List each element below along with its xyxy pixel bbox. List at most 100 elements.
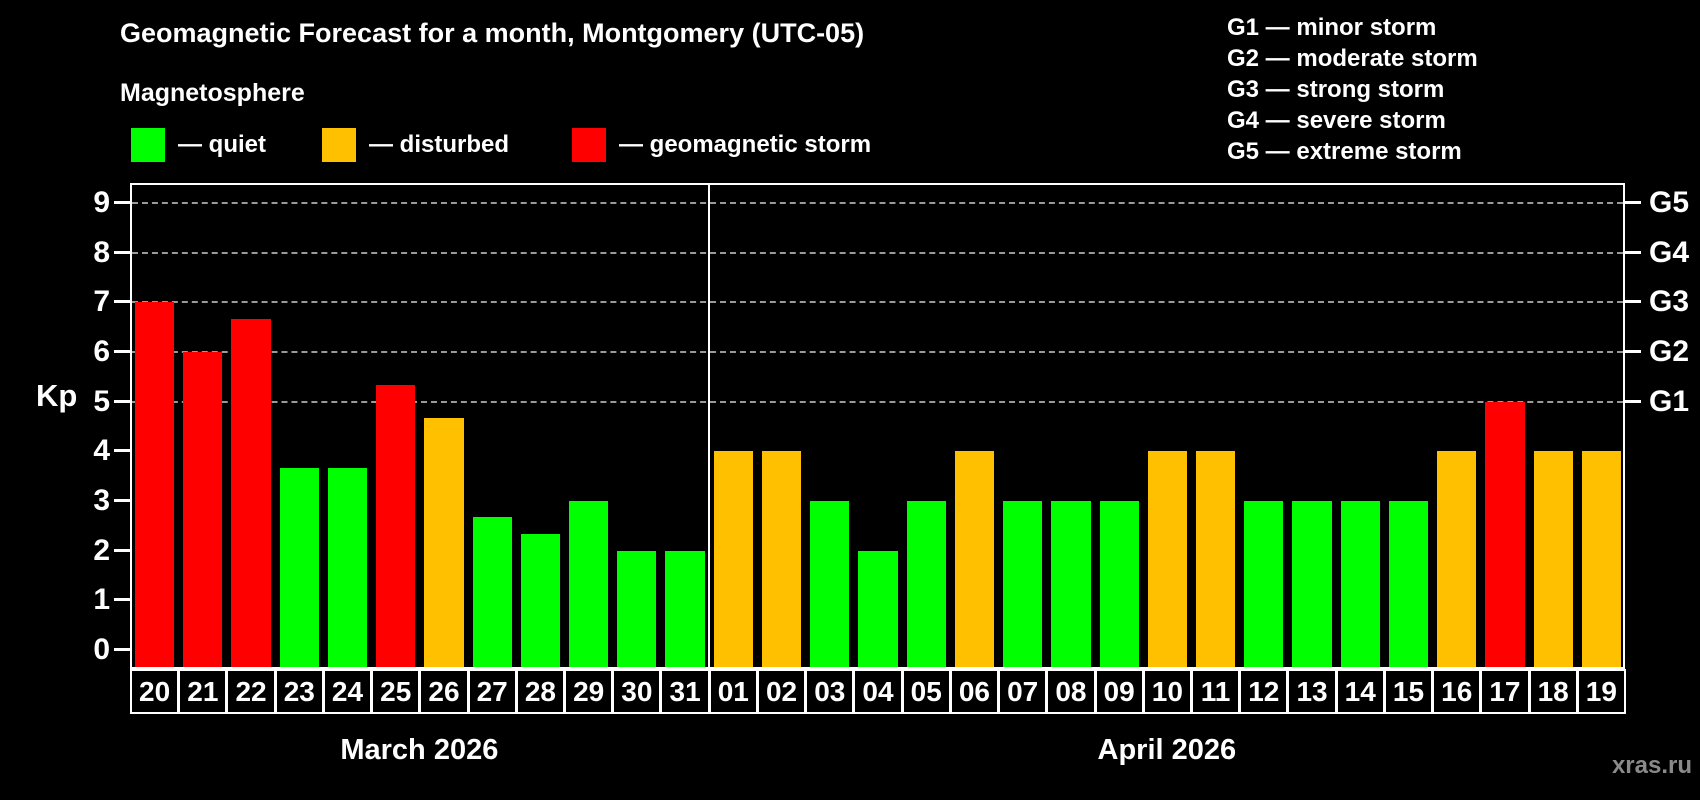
day-tick-label: 21 <box>178 669 228 714</box>
day-tick-label: 13 <box>1287 669 1337 714</box>
kp-bar-march-26 <box>424 418 464 667</box>
g-axis-tick <box>1625 399 1641 403</box>
day-tick-label: 17 <box>1480 669 1530 714</box>
y-axis-tick <box>114 300 130 304</box>
kp-bar-april-14 <box>1340 501 1380 667</box>
y-axis-tick <box>114 498 130 502</box>
day-tick-label: 30 <box>612 669 662 714</box>
g-axis-tick-label: G5 <box>1649 185 1690 219</box>
g-scale-legend: G1 — minor storm G2 — moderate storm G3 — … <box>1227 12 1478 167</box>
y-axis-tick-label: 1 <box>93 583 110 617</box>
y-axis-tick-label: 4 <box>93 434 110 468</box>
kp-bar-april-18 <box>1533 451 1573 667</box>
watermark-link[interactable]: xras.ru <box>1611 752 1692 779</box>
day-tick-label: 05 <box>901 669 951 714</box>
kp-bar-march-31 <box>665 550 705 667</box>
day-tick-label: 08 <box>1046 669 1096 714</box>
day-tick-label: 11 <box>1190 669 1241 714</box>
y-axis-tick <box>114 399 130 403</box>
kp-bar-april-04 <box>858 550 898 667</box>
legend-label: — quiet <box>178 131 266 158</box>
magnetosphere-label: Magnetosphere <box>120 79 305 107</box>
day-tick-label: 12 <box>1239 669 1289 714</box>
chart-title: Geomagnetic Forecast for a month, Montgo… <box>120 18 865 48</box>
kp-bar-march-20 <box>135 302 175 667</box>
month-label: April 2026 <box>1097 734 1237 766</box>
kp-bar-april-02 <box>761 451 802 667</box>
g-axis-tick <box>1625 250 1641 254</box>
day-tick-label: 04 <box>853 669 903 714</box>
day-tick-label: 26 <box>419 669 469 714</box>
kp-bar-april-19 <box>1581 451 1621 667</box>
day-tick-label: 03 <box>805 669 855 714</box>
kp-bar-march-22 <box>231 318 271 667</box>
day-tick-label: 28 <box>515 669 566 714</box>
day-tick-label: 15 <box>1383 669 1434 714</box>
g-axis-tick-label: G4 <box>1649 235 1690 269</box>
g-axis-tick <box>1625 300 1641 304</box>
gridline-kp7 <box>132 301 1623 304</box>
day-tick-label: 09 <box>1094 669 1144 714</box>
day-tick-label: 22 <box>226 669 276 714</box>
legend-swatch-disturbed <box>322 128 356 162</box>
legend-swatch-storm <box>572 128 606 162</box>
g-scale-legend-line: G5 — extreme storm <box>1227 138 1462 165</box>
y-axis-tick <box>114 349 130 353</box>
kp-bar-april-08 <box>1051 501 1091 667</box>
day-tick-label: 27 <box>467 669 517 714</box>
gridline-kp9 <box>132 201 1623 204</box>
day-tick-label: 07 <box>998 669 1048 714</box>
y-axis-tick <box>114 200 130 204</box>
kp-bar-april-10 <box>1147 451 1187 667</box>
g-axis-tick-label: G1 <box>1649 384 1690 418</box>
day-tick-label: 02 <box>756 669 807 714</box>
kp-bar-april-15 <box>1388 501 1429 667</box>
y-axis-tick-label: 0 <box>93 633 110 666</box>
y-axis-tick-label: 7 <box>93 285 110 319</box>
kp-bar-march-30 <box>617 550 657 667</box>
day-tick-label: 29 <box>564 669 614 714</box>
kp-bar-march-24 <box>327 467 368 667</box>
kp-bar-april-05 <box>906 501 946 667</box>
g-scale-legend-line: G3 — strong storm <box>1227 76 1445 103</box>
legend-label: — geomagnetic storm <box>619 131 872 158</box>
day-tick-label: 24 <box>322 669 373 714</box>
y-axis-tick-label: 6 <box>93 334 110 368</box>
kp-bar-april-16 <box>1437 451 1477 667</box>
y-axis-tick <box>114 449 130 453</box>
g-scale-legend-line: G4 — severe storm <box>1227 107 1446 134</box>
day-tick-label: 10 <box>1142 669 1192 714</box>
legend-item-quiet: — quiet <box>131 128 266 162</box>
kp-bar-april-06 <box>954 451 995 667</box>
y-axis-tick-label: 9 <box>93 185 110 219</box>
day-tick-label: 16 <box>1432 669 1482 714</box>
plot-area <box>130 183 1625 669</box>
g-axis-tick-label: G2 <box>1649 334 1690 368</box>
legend-label: — disturbed <box>369 131 510 158</box>
legend-item-storm: — geomagnetic storm <box>572 128 871 162</box>
y-axis-title: Kp <box>36 378 78 413</box>
month-separator <box>707 185 710 667</box>
kp-bar-april-03 <box>810 501 850 667</box>
legend-swatch-quiet <box>131 128 165 162</box>
day-tick-label: 14 <box>1335 669 1385 714</box>
y-axis-tick <box>114 250 130 254</box>
y-axis-tick-label: 2 <box>93 533 110 567</box>
y-axis-tick-label: 8 <box>93 235 110 269</box>
g-axis-tick-label: G3 <box>1649 285 1690 319</box>
kp-bar-april-11 <box>1195 451 1236 667</box>
day-tick-label: 25 <box>371 669 421 714</box>
day-tick-label: 06 <box>949 669 1000 714</box>
y-axis-tick-label: 3 <box>93 483 110 517</box>
y-axis-tick-label: 5 <box>93 384 110 418</box>
y-axis-tick <box>114 548 130 552</box>
kp-bar-march-27 <box>472 517 512 667</box>
kp-bar-march-28 <box>520 534 561 667</box>
g-scale-legend-line: G2 — moderate storm <box>1227 45 1478 72</box>
y-axis-tick <box>114 598 130 602</box>
kp-bar-march-23 <box>279 467 319 667</box>
kp-bar-march-25 <box>376 385 416 667</box>
g-axis-tick <box>1625 349 1641 353</box>
day-tick-label: 31 <box>660 669 710 714</box>
